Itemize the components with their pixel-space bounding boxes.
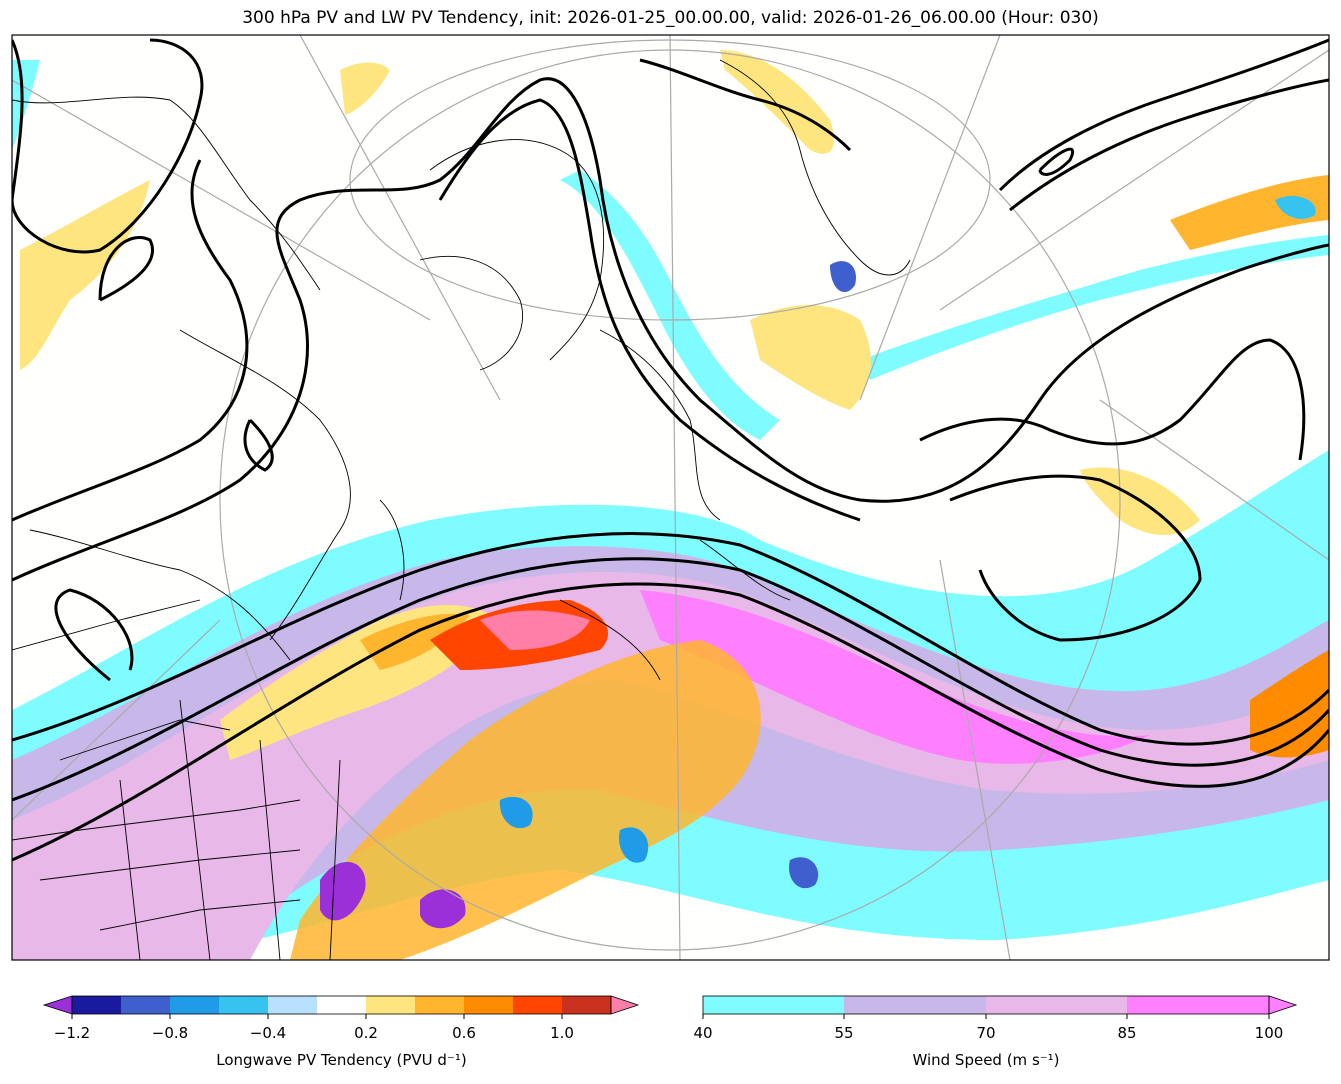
colorbar-swatch bbox=[703, 996, 844, 1014]
colorbar-swatch bbox=[844, 996, 986, 1014]
wind-northeast-jet-band bbox=[860, 235, 1329, 380]
pv-tendency-positive-region bbox=[720, 50, 834, 154]
colorbar-swatch bbox=[1127, 996, 1269, 1014]
colorbar-tick-label: 85 bbox=[1117, 1024, 1137, 1042]
colorbar-tick-label: −0.8 bbox=[151, 1024, 189, 1042]
pv-tendency-negative-region bbox=[1275, 195, 1316, 220]
colorbar-max-extend bbox=[610, 995, 640, 1015]
colorbar-swatch bbox=[415, 996, 464, 1014]
colorbar-label: Longwave PV Tendency (PVU d⁻¹) bbox=[216, 1051, 467, 1069]
colorbar-swatch bbox=[219, 996, 268, 1014]
colorbar-swatch bbox=[562, 996, 611, 1014]
pv-tendency-negative-region bbox=[499, 796, 533, 829]
colorbar-swatch bbox=[986, 996, 1127, 1014]
wind-north-jet-band bbox=[560, 170, 780, 440]
colorbar-swatch bbox=[121, 996, 170, 1014]
pv-tendency-negative-region bbox=[789, 857, 819, 889]
colorbar-tick-label: 55 bbox=[834, 1024, 854, 1042]
colorbar-max-extend bbox=[1268, 995, 1298, 1015]
colorbar-tick-label: 1.0 bbox=[550, 1024, 574, 1042]
pv-tendency-positive-region bbox=[750, 305, 871, 410]
pv-tendency-positive-region bbox=[1170, 175, 1329, 250]
colorbar-swatch bbox=[268, 996, 317, 1014]
colorbar-swatch bbox=[464, 996, 513, 1014]
pv-tendency-negative-region bbox=[320, 861, 366, 921]
colorbar-outline bbox=[71, 995, 612, 1015]
colorbar-tick-label: 100 bbox=[1254, 1024, 1284, 1042]
colorbar-swatch bbox=[317, 996, 366, 1014]
map-border bbox=[11, 34, 1330, 961]
colorbar-label: Wind Speed (m s⁻¹) bbox=[912, 1051, 1060, 1069]
pv-tendency-colorbar bbox=[42, 995, 640, 1019]
pv-tendency-positive-region bbox=[340, 62, 390, 115]
colorbar-tick-label: −0.4 bbox=[249, 1024, 287, 1042]
pv-tendency-positive-region bbox=[360, 613, 470, 670]
pv-tendency-negative-region bbox=[420, 889, 466, 929]
pv-tendency-negative-region bbox=[830, 261, 856, 293]
colorbar-swatch bbox=[366, 996, 415, 1014]
colorbar-min-extend bbox=[42, 995, 73, 1015]
colorbar-tick-label: 40 bbox=[693, 1024, 713, 1042]
pv-tendency-mixed-region bbox=[290, 640, 761, 960]
pv-tendency-positive-region bbox=[20, 180, 150, 370]
colorbar-tick-label: 70 bbox=[976, 1024, 996, 1042]
colorbar-swatch bbox=[170, 996, 219, 1014]
map-coastlines bbox=[12, 59, 911, 960]
wind-west-jet-band bbox=[12, 60, 40, 150]
colorbar-swatch bbox=[513, 996, 562, 1014]
colorbar-tick-label: 0.2 bbox=[354, 1024, 378, 1042]
figure-title: 300 hPa PV and LW PV Tendency, init: 202… bbox=[242, 8, 1099, 28]
pv-tendency-positive-region bbox=[480, 610, 590, 650]
colorbar-swatch bbox=[72, 996, 121, 1014]
pv-tendency-negative-region bbox=[619, 827, 649, 863]
colorbar-tick-label: 0.6 bbox=[452, 1024, 476, 1042]
wind-speed-colorbar bbox=[702, 995, 1298, 1019]
colorbar-tick-label: −1.2 bbox=[53, 1024, 91, 1042]
pv-contours bbox=[12, 38, 1329, 862]
wind-85-band bbox=[640, 590, 1150, 764]
